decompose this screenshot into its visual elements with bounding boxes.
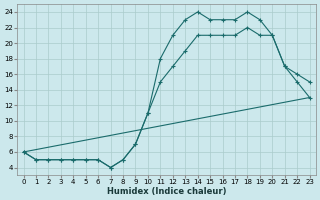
X-axis label: Humidex (Indice chaleur): Humidex (Indice chaleur) [107,187,226,196]
